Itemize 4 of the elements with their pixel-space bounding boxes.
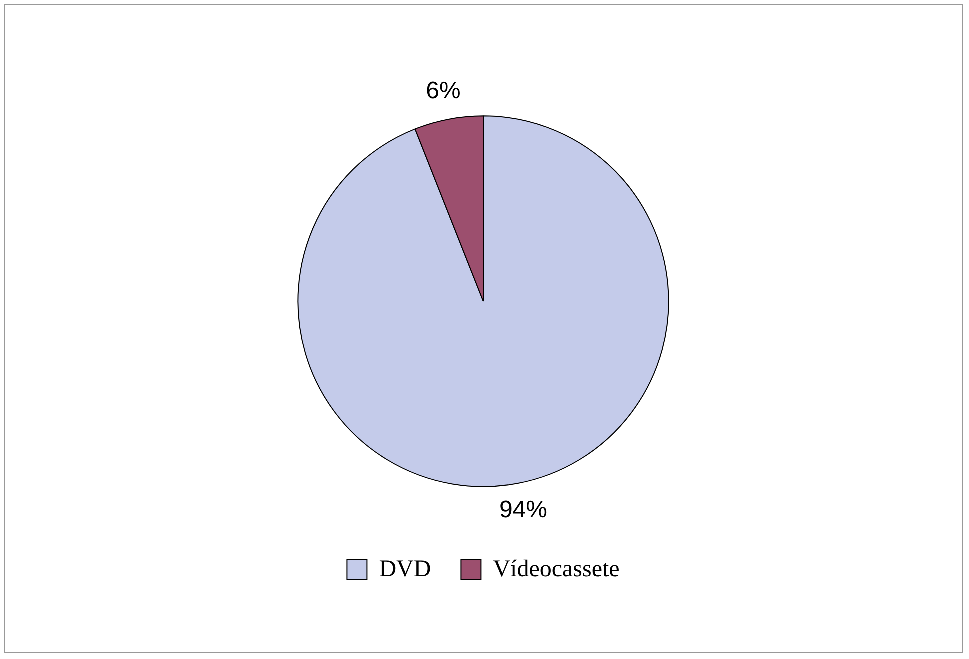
data-label: 94% — [499, 496, 548, 524]
legend-label: Vídeocassete — [493, 556, 620, 582]
data-label: 6% — [426, 78, 461, 105]
legend-label: DVD — [379, 556, 432, 582]
